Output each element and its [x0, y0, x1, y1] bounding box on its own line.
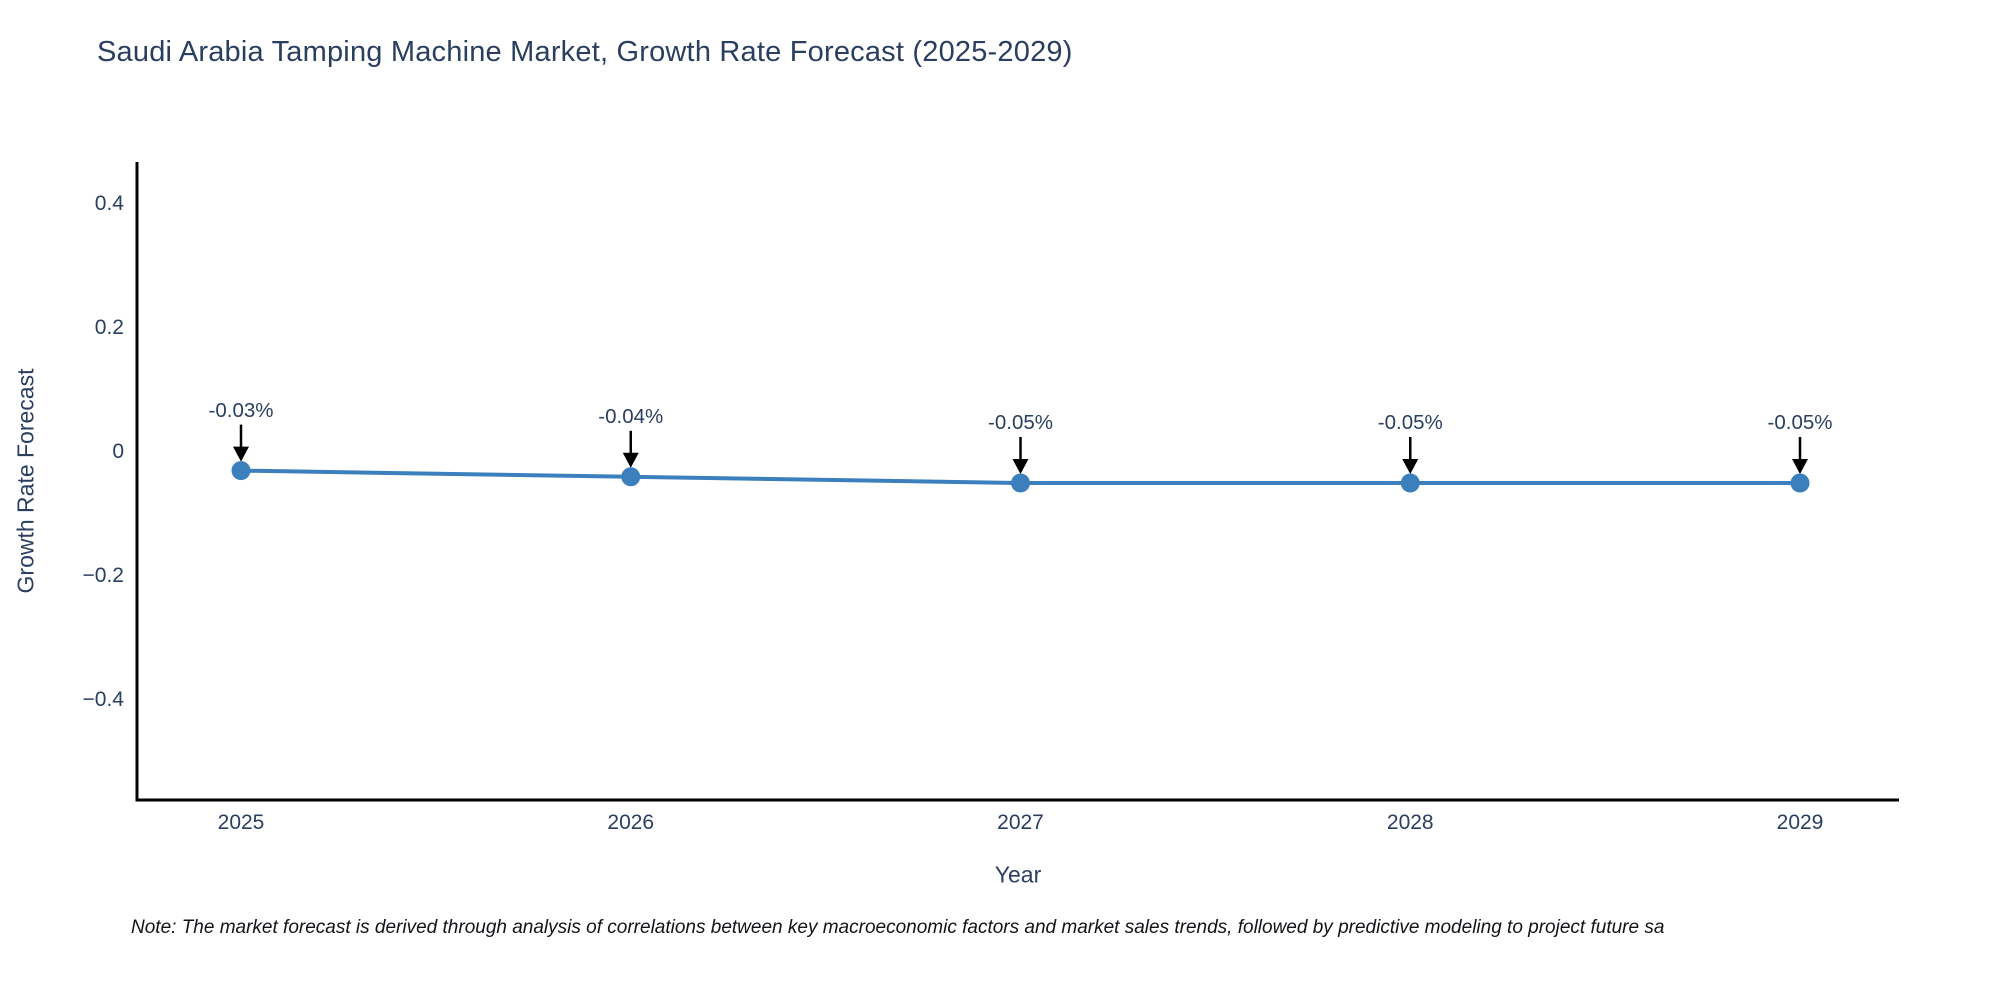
point-annotation-label: -0.03% — [208, 398, 274, 422]
annotation-arrow-head — [1402, 459, 1419, 474]
data-point-marker — [621, 467, 641, 487]
y-tick-label: 0.2 — [94, 316, 124, 339]
chart-title: Saudi Arabia Tamping Machine Market, Gro… — [97, 36, 1073, 68]
annotation-arrow-head — [1792, 459, 1808, 474]
x-tick-label: 2025 — [217, 811, 265, 834]
point-annotation-label: -0.05% — [988, 411, 1053, 434]
footnote-text: Note: The market forecast is derived thr… — [131, 917, 1665, 938]
x-tick-label: 2028 — [1386, 811, 1434, 834]
x-tick-label: 2027 — [997, 811, 1044, 834]
x-tick-label: 2026 — [607, 811, 655, 834]
point-annotation-label: -0.05% — [1767, 411, 1833, 434]
point-annotation-label: -0.05% — [1377, 411, 1443, 434]
x-tick-label: 2029 — [1776, 811, 1824, 834]
data-point-marker — [1790, 473, 1810, 493]
annotation-arrow-head — [233, 446, 249, 462]
y-axis-title: Growth Rate Forecast — [12, 368, 39, 594]
x-axis-title: Year — [994, 861, 1042, 888]
annotation-arrow-head — [1012, 459, 1029, 474]
data-point-marker — [1400, 473, 1420, 493]
annotation-arrow-head — [622, 452, 639, 468]
y-tick-label: −0.4 — [82, 688, 124, 711]
data-point-marker — [231, 461, 251, 481]
data-point-marker — [1011, 473, 1030, 493]
point-annotation-label: -0.04% — [598, 404, 664, 428]
y-tick-label: −0.2 — [82, 564, 124, 587]
y-tick-label: 0.4 — [94, 192, 124, 215]
y-tick-label: 0 — [112, 440, 124, 463]
